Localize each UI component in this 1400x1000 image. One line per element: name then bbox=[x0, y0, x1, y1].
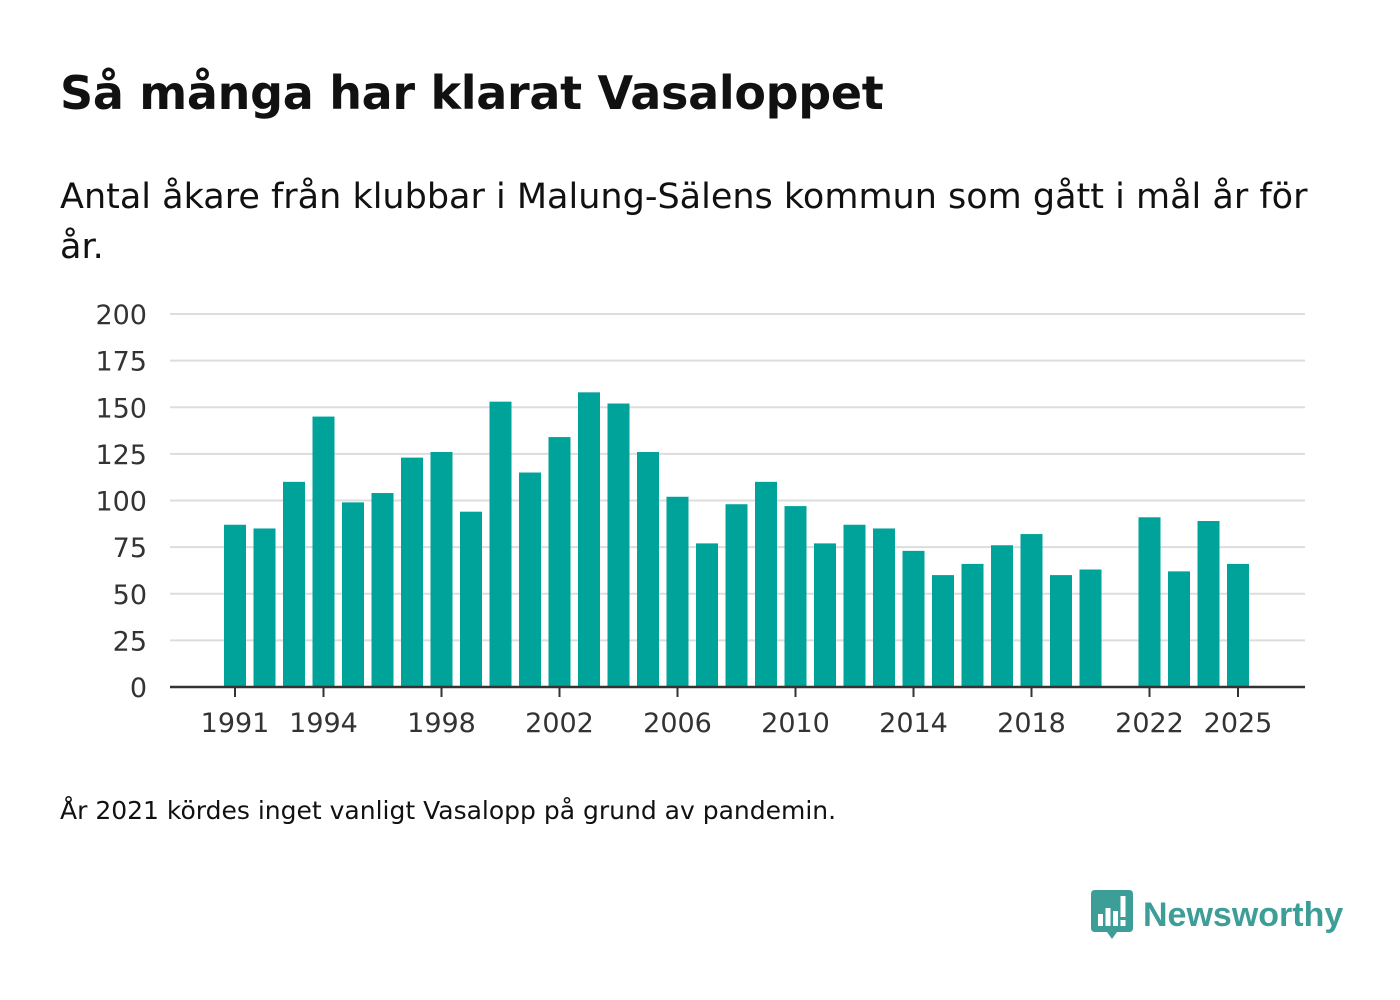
bar-2008 bbox=[725, 504, 748, 687]
bar-1991 bbox=[224, 524, 246, 687]
chat-bar-chart-icon bbox=[1091, 890, 1133, 939]
x-tick-label: 2022 bbox=[1115, 708, 1184, 739]
bar-2010 bbox=[784, 506, 807, 687]
chart-title: Så många har klarat Vasaloppet bbox=[60, 66, 884, 120]
bar-1993 bbox=[283, 481, 305, 687]
y-tick-label: 25 bbox=[113, 626, 147, 657]
x-tick-label: 1994 bbox=[289, 708, 358, 739]
bar-1992 bbox=[253, 528, 276, 687]
bar-2014 bbox=[902, 550, 925, 687]
y-axis-ticks: 0 25 50 75 100 125 150 175 200 bbox=[95, 300, 147, 704]
bar-1994 bbox=[312, 416, 335, 687]
bar-2015 bbox=[932, 575, 954, 687]
bar-1999 bbox=[460, 511, 482, 687]
y-tick-label: 50 bbox=[113, 580, 147, 611]
y-tick-label: 100 bbox=[95, 487, 147, 518]
bar-2023 bbox=[1168, 571, 1190, 687]
y-tick-label: 125 bbox=[95, 440, 147, 471]
bar-2012 bbox=[843, 524, 866, 687]
x-tick-label: 2014 bbox=[879, 708, 948, 739]
x-tick-label: 1998 bbox=[407, 708, 476, 739]
chart-subtitle: Antal åkare från klubbar i Malung-Sälens… bbox=[60, 177, 1308, 267]
bar-1995 bbox=[342, 502, 364, 687]
y-tick-label: 0 bbox=[130, 673, 147, 704]
y-tick-label: 150 bbox=[95, 393, 147, 424]
y-tick-label: 75 bbox=[113, 533, 147, 564]
x-tick-label: 2018 bbox=[997, 708, 1066, 739]
bar-2003 bbox=[578, 392, 600, 687]
x-tick-label: 2010 bbox=[761, 708, 830, 739]
x-tick-label: 1991 bbox=[201, 708, 270, 739]
bar-1996 bbox=[371, 493, 394, 687]
bar-2022 bbox=[1138, 517, 1161, 687]
bar-2009 bbox=[755, 481, 777, 687]
bars bbox=[224, 392, 1249, 687]
y-tick-label: 175 bbox=[95, 347, 147, 378]
bar-2005 bbox=[637, 452, 659, 687]
bar-2002 bbox=[548, 437, 571, 687]
x-axis-ticks: 1991 1994 1998 2002 2006 2010 2014 2018 2022 2025 bbox=[201, 687, 1273, 739]
bar-1997 bbox=[401, 457, 423, 687]
bar-2024 bbox=[1197, 521, 1220, 687]
bar-2011 bbox=[814, 543, 836, 687]
bar-2018 bbox=[1020, 534, 1043, 687]
bar-2000 bbox=[489, 401, 512, 687]
bar-2007 bbox=[696, 543, 718, 687]
bar-2006 bbox=[666, 496, 689, 687]
x-tick-label: 2002 bbox=[525, 708, 594, 739]
y-tick-label: 200 bbox=[95, 300, 147, 331]
bar-1998 bbox=[430, 452, 453, 687]
bar-2017 bbox=[991, 545, 1013, 687]
brand-name: Newsworthy bbox=[1143, 895, 1344, 934]
newsworthy-logo[interactable]: Newsworthy bbox=[1091, 890, 1343, 940]
bar-2001 bbox=[519, 472, 541, 687]
bar-2019 bbox=[1050, 575, 1072, 687]
bar-2016 bbox=[961, 563, 984, 687]
x-tick-label: 2006 bbox=[643, 708, 712, 739]
bar-2020 bbox=[1079, 569, 1102, 687]
bar-2013 bbox=[873, 528, 895, 687]
bar-2025 bbox=[1227, 563, 1249, 687]
footnote: År 2021 kördes inget vanligt Vasalopp på… bbox=[60, 796, 837, 825]
bar-2004 bbox=[607, 403, 630, 687]
x-tick-label: 2025 bbox=[1204, 708, 1273, 739]
